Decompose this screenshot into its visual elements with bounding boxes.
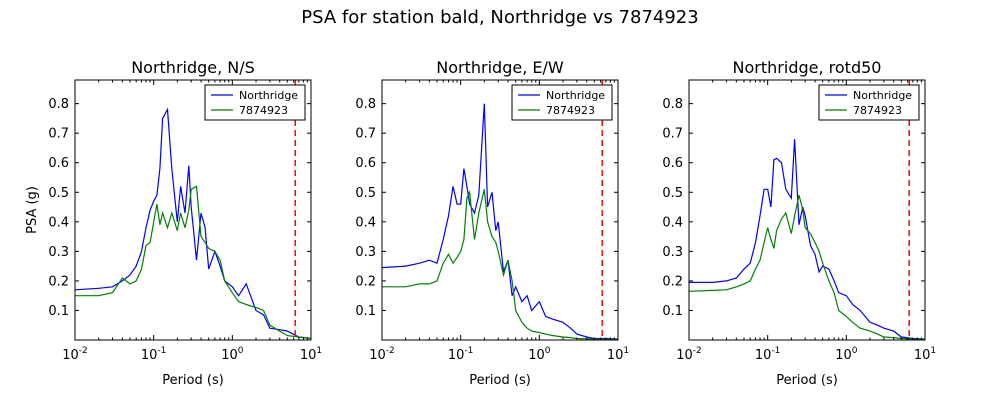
panel-title: Northridge, N/S	[131, 58, 255, 77]
axes-frame	[688, 79, 926, 341]
chart-panel-3: Northridge, rotd50 0.1 0.2 0.3 0.4 0.5 0.6 0.7 0…	[662, 58, 936, 388]
x-tick-label: 10-2	[369, 346, 395, 363]
y-tick-label: 0.1	[355, 304, 376, 319]
y-tick-label: 0.2	[48, 274, 69, 289]
y-tick-label: 0.3	[355, 245, 376, 260]
y-tick-label: 0.4	[48, 215, 69, 230]
y-tick-label: 0.3	[662, 245, 683, 260]
y-tick-label: 0.6	[662, 156, 683, 171]
figure-title: PSA for station bald, Northridge vs 7874…	[301, 7, 698, 28]
panel-title: Northridge, rotd50	[733, 58, 882, 77]
series-line-2	[75, 185, 312, 340]
y-axis-label: PSA (g)	[25, 186, 40, 234]
y-tick-label: 0.4	[662, 215, 683, 230]
y-tick-label: 0.7	[355, 127, 376, 142]
legend-label: Northridge	[853, 89, 912, 102]
series-line-1	[689, 139, 926, 340]
y-tick-label: 0.3	[48, 245, 69, 260]
y-tick-label: 0.2	[662, 274, 683, 289]
legend: Northridge 7874923	[818, 84, 920, 121]
chart-panel-2: Northridge, E/W 0.1 0.2 0.3 0.4 0.5 0.6 0.7 0.8 1…	[355, 58, 629, 388]
legend-label: 7874923	[546, 104, 595, 117]
y-tick-label: 0.1	[662, 304, 683, 319]
legend-box	[818, 84, 920, 121]
legend-label: Northridge	[546, 89, 605, 102]
x-tick-label: 10-2	[62, 346, 88, 363]
series-line-2	[382, 189, 618, 340]
y-tick-label: 0.6	[48, 156, 69, 171]
axes-frame	[381, 79, 619, 341]
panel-title: Northridge, E/W	[436, 58, 564, 77]
series-line-2	[688, 195, 926, 340]
x-tick-label: 10-1	[755, 346, 781, 363]
y-tick-label: 0.8	[48, 97, 69, 112]
series-line-1	[381, 103, 619, 340]
y-tick-label: 0.2	[355, 274, 376, 289]
chart-panel-1: Northridge, N/S 0.1 0.2 0.3 0.4 0.5 0.6 0.7 0.8 1…	[25, 58, 322, 388]
y-tick-label: 0.7	[48, 127, 69, 142]
y-tick-label: 0.8	[355, 97, 376, 112]
legend-box	[204, 84, 306, 121]
axes-frame	[74, 79, 312, 341]
x-tick-label: 10-1	[141, 346, 167, 363]
legend-label: 7874923	[239, 104, 288, 117]
legend-box	[511, 84, 613, 121]
x-tick-label: 10-1	[448, 346, 474, 363]
y-tick-label: 0.5	[355, 186, 376, 201]
x-tick-label: 10-2	[676, 346, 702, 363]
y-tick-label: 0.4	[355, 215, 376, 230]
y-tick-label: 0.1	[48, 304, 69, 319]
x-tick-label: 100	[528, 346, 551, 363]
series-line-1	[74, 107, 312, 340]
y-tick-label: 0.5	[662, 186, 683, 201]
legend-label: Northridge	[239, 89, 298, 102]
x-tick-label: 101	[607, 346, 629, 363]
y-tick-label: 0.6	[355, 156, 376, 171]
x-tick-label: 101	[300, 346, 322, 363]
y-tick-label: 0.5	[48, 186, 69, 201]
x-tick-label: 100	[835, 346, 858, 363]
x-axis-label: Period (s)	[162, 373, 224, 388]
y-tick-label: 0.8	[662, 97, 683, 112]
x-tick-label: 101	[914, 346, 936, 363]
legend: Northridge 7874923	[511, 84, 613, 121]
x-tick-label: 100	[221, 346, 244, 363]
y-tick-label: 0.7	[662, 127, 683, 142]
x-axis-label: Period (s)	[469, 373, 531, 388]
legend-label: 7874923	[853, 104, 902, 117]
x-axis-label: Period (s)	[776, 373, 838, 388]
legend: Northridge 7874923	[204, 84, 306, 121]
